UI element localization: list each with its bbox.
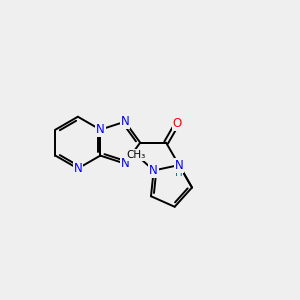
Text: N: N xyxy=(149,164,158,177)
Text: N: N xyxy=(175,159,183,172)
Text: H: H xyxy=(175,168,183,178)
Text: N: N xyxy=(175,159,183,172)
Text: N: N xyxy=(121,157,129,170)
Text: O: O xyxy=(172,117,182,130)
Text: CH₃: CH₃ xyxy=(127,150,146,160)
Text: N: N xyxy=(74,162,82,175)
Text: N: N xyxy=(121,115,129,128)
Text: N: N xyxy=(96,123,105,136)
